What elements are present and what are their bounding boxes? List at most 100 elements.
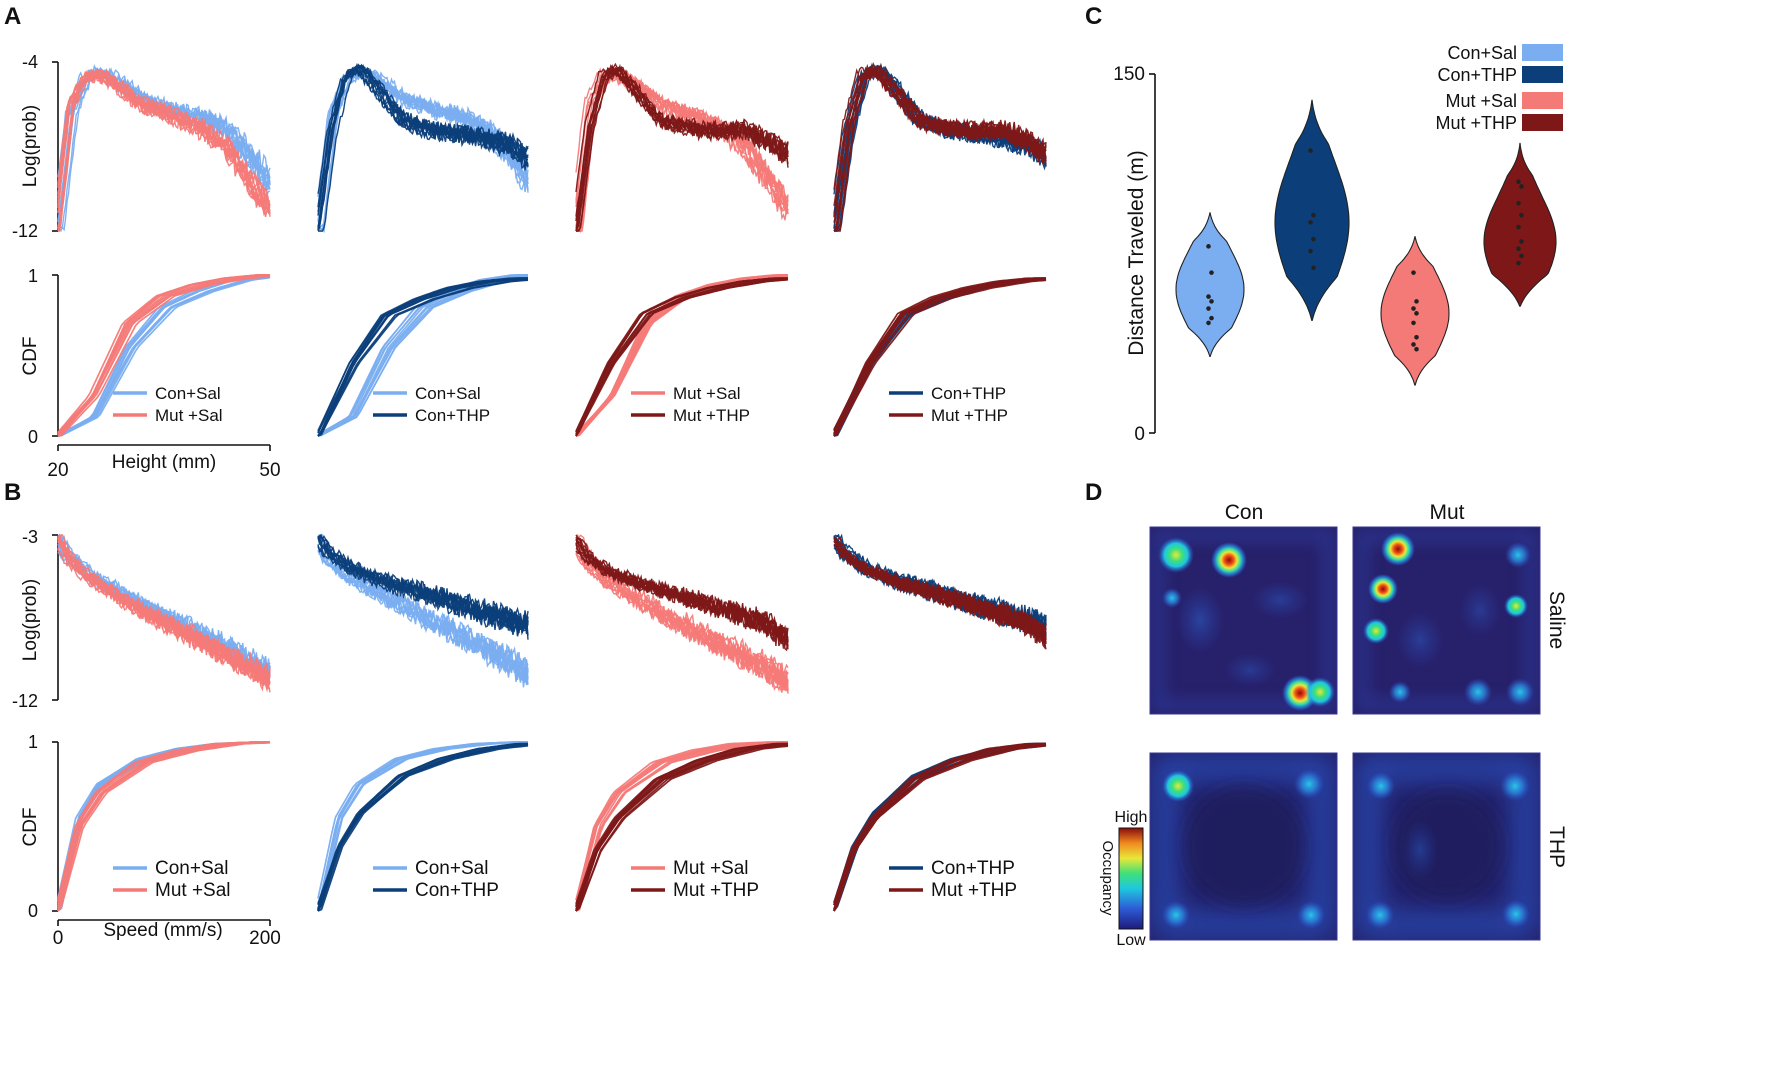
con-thp-trace bbox=[317, 64, 528, 229]
violin-data-point bbox=[1311, 265, 1316, 271]
panel-letter-b: B bbox=[4, 479, 21, 506]
violin-con_sal bbox=[1175, 212, 1245, 357]
b-xtick-min: 0 bbox=[53, 928, 64, 949]
d-row-label-thp: THP bbox=[1545, 826, 1568, 868]
mut-sal-trace bbox=[575, 742, 789, 912]
a-top-ytick-max: -4 bbox=[22, 52, 38, 72]
mut-sal-trace bbox=[57, 274, 270, 437]
b-bottom-ytick-min: 0 bbox=[28, 901, 38, 921]
mut-sal-trace bbox=[575, 741, 788, 906]
violin-data-point bbox=[1519, 239, 1524, 244]
mut-sal-trace bbox=[57, 68, 271, 233]
a-top-ylabel: Log(prob) bbox=[20, 105, 41, 187]
mut-thp-trace bbox=[834, 68, 1047, 232]
violin-data-point bbox=[1206, 294, 1211, 299]
violin-data-point bbox=[1308, 148, 1313, 153]
panel-d-heatmaps: Con Mut Saline THP bbox=[1099, 501, 1568, 949]
violin-data-point bbox=[1209, 270, 1214, 275]
violin-data-point bbox=[1414, 334, 1419, 340]
violin-con_thp bbox=[1274, 99, 1350, 322]
mut-thp-trace bbox=[833, 536, 1047, 637]
panel-letter-d: D bbox=[1085, 479, 1102, 506]
panel-b-axes: -3 -12 Log(prob) 1 0 CDF 0 200 Speed (mm… bbox=[12, 527, 281, 949]
heatmap-mut-saline-frame bbox=[1352, 526, 1541, 715]
row0-col0-plot bbox=[52, 61, 271, 233]
d-col-label-con: Con bbox=[1225, 501, 1264, 524]
violin-mut_sal bbox=[1380, 236, 1450, 386]
c-ytick-min: 0 bbox=[1134, 424, 1145, 445]
mut-thp-trace bbox=[575, 277, 788, 437]
heatmap-con-saline bbox=[1150, 527, 1337, 714]
violin-data-point bbox=[1209, 315, 1214, 321]
row1-col2-plot: Mut +Sal Mut +THP bbox=[575, 274, 789, 437]
violin-data-point bbox=[1411, 270, 1416, 275]
c-ytick-max: 150 bbox=[1113, 64, 1145, 85]
mut-sal-trace bbox=[57, 275, 271, 437]
legend-label: Mut +Sal bbox=[155, 880, 231, 901]
violin-legend-label: Mut +Sal bbox=[1445, 91, 1517, 111]
con-sal-trace bbox=[57, 68, 271, 202]
b-bottom-ylabel: CDF bbox=[20, 807, 41, 846]
legend-label: Con+Sal bbox=[415, 858, 488, 879]
mut-sal-trace bbox=[57, 741, 271, 905]
mut-thp-trace bbox=[575, 64, 789, 229]
colorbar-title: Occupancy bbox=[1099, 840, 1116, 916]
legend-label: Mut +THP bbox=[673, 880, 759, 901]
violin-data-point bbox=[1206, 244, 1211, 249]
d-col-label-mut: Mut bbox=[1429, 501, 1464, 524]
mut-thp-trace bbox=[575, 278, 789, 437]
legend-label: Mut +THP bbox=[931, 880, 1017, 901]
violin-data-point bbox=[1414, 299, 1419, 304]
violin-legend-label: Con+THP bbox=[1437, 65, 1517, 85]
heatmap-mut-saline bbox=[1353, 527, 1540, 714]
violin-data-point bbox=[1516, 224, 1521, 230]
legend-label: Con+THP bbox=[415, 406, 490, 425]
colorbar-high-label: High bbox=[1115, 809, 1148, 826]
con-sal-trace bbox=[318, 69, 529, 232]
d-row-label-saline: Saline bbox=[1545, 591, 1568, 649]
mut-sal-trace bbox=[57, 741, 270, 902]
mut-sal-trace bbox=[575, 550, 789, 694]
violin-data-point bbox=[1414, 311, 1419, 316]
violin-data-point bbox=[1519, 253, 1524, 259]
mut-thp-trace bbox=[576, 67, 789, 232]
con-thp-trace bbox=[318, 533, 529, 628]
con-thp-trace bbox=[317, 279, 529, 437]
mut-sal-trace bbox=[575, 67, 789, 227]
mut-thp-trace bbox=[575, 277, 789, 437]
con-sal-trace bbox=[57, 276, 271, 437]
violin-legend-label: Mut +THP bbox=[1435, 113, 1517, 133]
mut-thp-trace bbox=[575, 745, 789, 912]
violin-data-point bbox=[1411, 342, 1416, 347]
mut-thp-trace bbox=[575, 68, 789, 221]
legend-label: Con+THP bbox=[415, 880, 499, 901]
row2-col2-plot bbox=[575, 534, 789, 694]
legend-label: Con+THP bbox=[931, 858, 1015, 879]
con-thp-trace bbox=[317, 537, 529, 633]
legend-label: Mut +Sal bbox=[673, 858, 749, 879]
b-xtick-max: 200 bbox=[249, 928, 281, 949]
row2-col0-plot bbox=[52, 533, 271, 701]
mut-sal-trace bbox=[575, 741, 789, 908]
row0-col2-plot bbox=[575, 62, 789, 234]
row1-col0-plot: Con+Sal Mut +Sal bbox=[52, 274, 271, 451]
mut-thp-trace bbox=[833, 279, 1047, 437]
mut-sal-trace bbox=[575, 74, 789, 221]
c-ylabel: Distance Traveled (m) bbox=[1125, 150, 1148, 355]
violin-data-point bbox=[1308, 248, 1313, 254]
violin-data-point bbox=[1516, 179, 1521, 184]
violin-data-point bbox=[1311, 236, 1316, 242]
mut-sal-trace bbox=[575, 553, 789, 693]
mut-sal-trace bbox=[57, 275, 271, 437]
violin-legend-swatch-con_thp bbox=[1522, 66, 1563, 83]
violin-data-point bbox=[1516, 200, 1521, 206]
legend-label: Mut +Sal bbox=[673, 384, 741, 403]
mut-thp-trace bbox=[575, 742, 788, 905]
mut-sal-trace bbox=[57, 540, 271, 685]
a-top-ytick-min: -12 bbox=[12, 221, 38, 241]
a-xlabel: Height (mm) bbox=[112, 452, 217, 473]
